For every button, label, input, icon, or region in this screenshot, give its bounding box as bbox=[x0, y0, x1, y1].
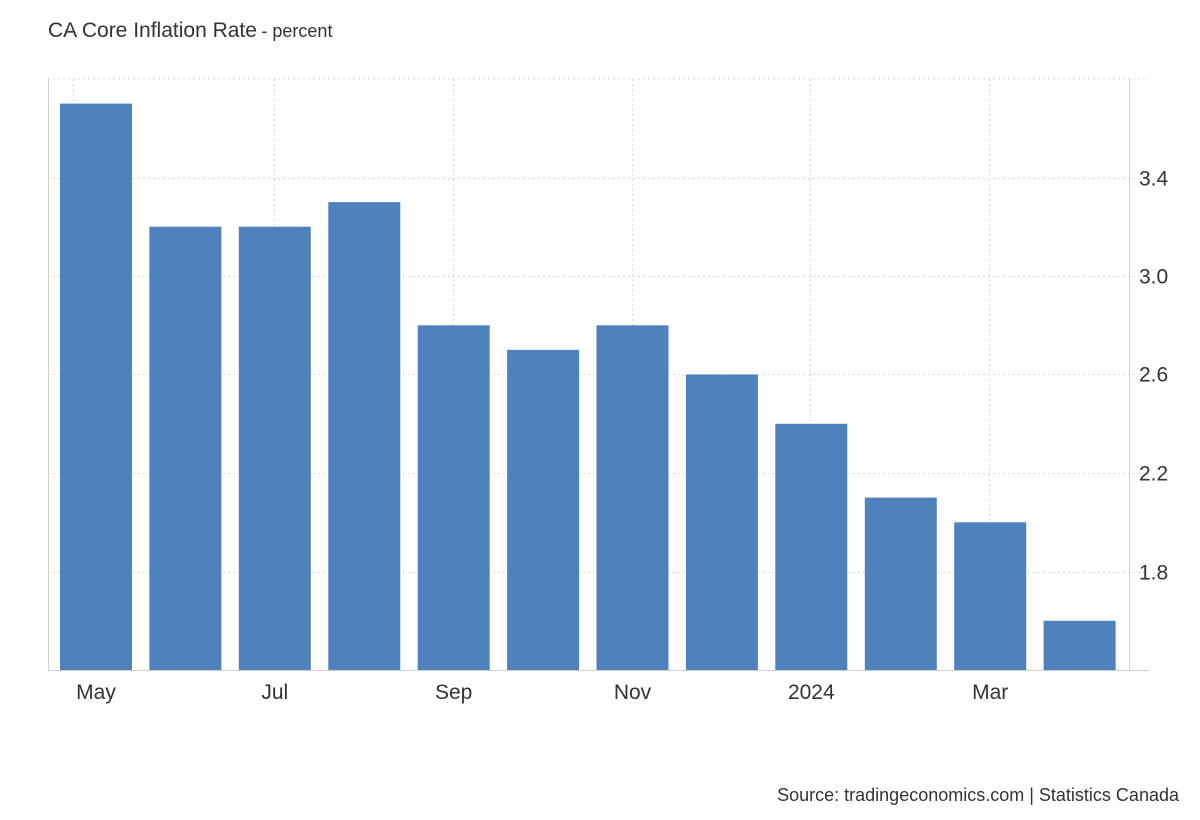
y-tick-label: 2.6 bbox=[1139, 364, 1168, 387]
axis-layer bbox=[48, 79, 1149, 671]
x-tick-label: 2024 bbox=[788, 681, 835, 704]
chart-title-block: CA Core Inflation Rate - percent bbox=[48, 19, 332, 43]
chart-subtitle: - percent bbox=[261, 21, 333, 41]
bar-feb bbox=[864, 497, 937, 670]
bar-aug bbox=[328, 202, 401, 670]
bar-apr bbox=[1043, 620, 1116, 671]
x-tick-label: Nov bbox=[614, 681, 652, 704]
chart-title: CA Core Inflation Rate bbox=[48, 19, 257, 42]
bar-mar bbox=[954, 522, 1027, 671]
x-tick-label: Mar bbox=[972, 681, 1008, 704]
labels-layer: 1.8 2.2 2.6 3.0 3.4 May Jul Sep Nov 2024 Mar bbox=[76, 168, 1168, 705]
bar-dec bbox=[685, 374, 758, 670]
bar-oct bbox=[507, 349, 580, 670]
y-tick-label: 2.2 bbox=[1139, 463, 1168, 486]
bar-2024 bbox=[775, 423, 848, 671]
y-tick-label: 1.8 bbox=[1139, 562, 1168, 585]
bars-layer bbox=[60, 103, 1116, 671]
bar-nov bbox=[596, 325, 669, 671]
x-tick-label: Jul bbox=[261, 681, 288, 704]
y-tick-label: 3.0 bbox=[1139, 266, 1168, 289]
bar-jul bbox=[238, 226, 311, 670]
bar-may bbox=[60, 103, 132, 671]
y-tick-label: 3.4 bbox=[1139, 168, 1169, 191]
bar-sep bbox=[417, 325, 490, 671]
source-note: Source: tradingeconomics.com | Statistic… bbox=[777, 785, 1179, 805]
x-tick-label: Sep bbox=[435, 681, 472, 704]
bar-jun bbox=[149, 226, 222, 670]
x-tick-label: May bbox=[76, 681, 116, 704]
